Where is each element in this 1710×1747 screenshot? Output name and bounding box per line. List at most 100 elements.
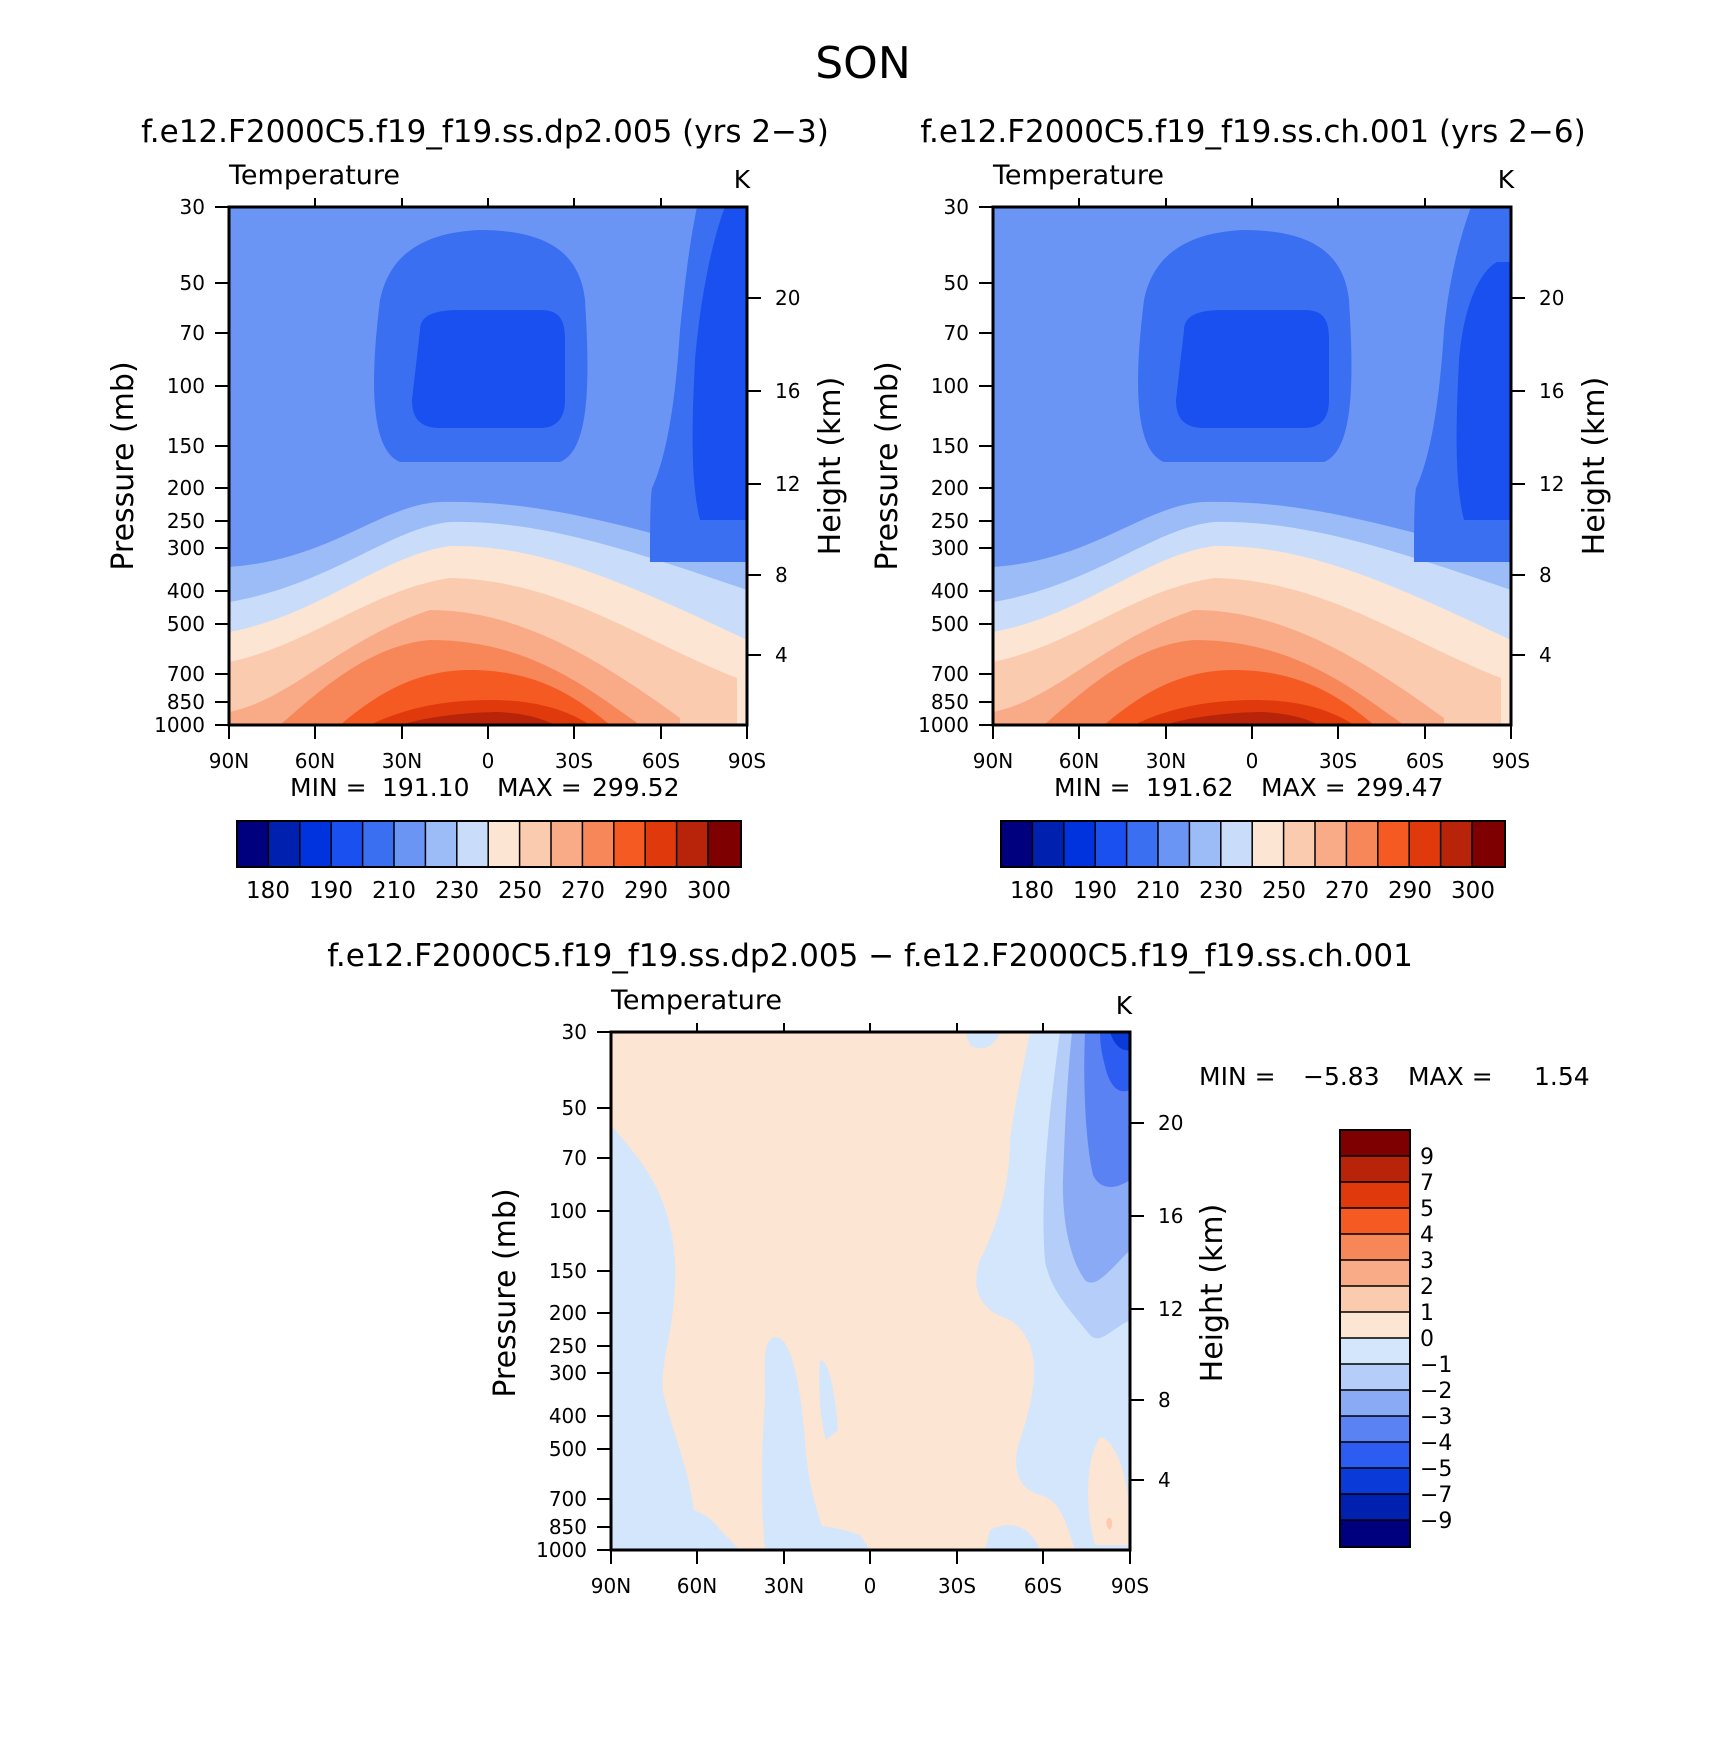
panel-left-htick: 4 (775, 643, 788, 667)
panel-left-ylabel-right: Height (km) (813, 377, 848, 556)
panel-diff-xtick: 60N (677, 1574, 717, 1598)
panel-diff-xtick: 30S (938, 1574, 976, 1598)
panel-left-xtick: 60N (295, 749, 335, 773)
panel-left-title: f.e12.F2000C5.f19_f19.ss.dp2.005 (yrs 2−… (141, 114, 829, 150)
cbar-a-7 (456, 821, 489, 867)
panel-diff-pos-right-pocket (1088, 1437, 1128, 1545)
cbar-b-3 (1095, 821, 1127, 867)
cbar-a-2 (299, 821, 332, 867)
cbar-c-label: −7 (1420, 1483, 1452, 1508)
panel-left-min-value: 191.10 (382, 773, 469, 802)
panel-diff-ytick: 100 (549, 1199, 587, 1223)
cbar-c-label: 2 (1420, 1275, 1434, 1300)
panel-left-upper-coldest (412, 310, 565, 428)
cbar-b-13 (1409, 821, 1441, 867)
panel-left-htick: 8 (775, 563, 788, 587)
panel-right-max-value: 299.47 (1356, 773, 1443, 802)
panel-diff-stats: MIN = −5.83 MAX = 1.54 (1199, 1062, 1590, 1091)
cbar-a-5 (394, 821, 426, 867)
cbar-a-label: 250 (498, 878, 542, 904)
panel-right-xtick: 90S (1492, 749, 1530, 773)
cbar-c-15 (1340, 1520, 1410, 1547)
panel-diff-htick: 12 (1158, 1297, 1183, 1321)
cbar-b-10 (1315, 821, 1347, 867)
panel-right-ytick: 50 (944, 271, 969, 295)
panel-diff-xtick: 90S (1111, 1574, 1149, 1598)
panel-left-axes (215, 198, 761, 739)
cbar-a-label: 230 (435, 878, 479, 904)
panel-left-xtick: 60S (642, 749, 680, 773)
cbar-b-12 (1377, 821, 1410, 867)
panel-diff-title: f.e12.F2000C5.f19_f19.ss.dp2.005 − f.e12… (327, 938, 1413, 974)
panel-left-ytick: 500 (167, 612, 205, 636)
panel-diff-subtitle: Temperature (610, 985, 782, 1016)
panel-diff-neg-top-small (965, 1032, 1000, 1049)
panel-diff-ytick: 300 (549, 1361, 587, 1385)
cbar-c-4 (1340, 1234, 1410, 1260)
panel-left-xtick: 90S (728, 749, 766, 773)
panel-right-ytick: 300 (931, 536, 969, 560)
cbar-b-label: 250 (1262, 878, 1306, 904)
panel-diff-neg-right-bottom (985, 1525, 1040, 1550)
panel-diff-axes (597, 1023, 1144, 1564)
panel-left-ytick: 150 (167, 434, 205, 458)
panel-diff-pos-right-dot (1106, 1517, 1113, 1530)
cbar-a-label: 300 (687, 878, 731, 904)
panel-right-ytick: 30 (944, 195, 969, 219)
cbar-c-label: −9 (1420, 1509, 1452, 1534)
cbar-c-9 (1340, 1364, 1410, 1390)
panel-left-ytick: 300 (167, 536, 205, 560)
panel-right-xtick: 60N (1059, 749, 1099, 773)
cbar-b-label: 180 (1010, 878, 1054, 904)
cbar-b-9 (1283, 821, 1315, 867)
panel-diff-neg-center (761, 1337, 830, 1550)
cbar-c-10 (1340, 1390, 1410, 1416)
cbar-c-label: −5 (1420, 1457, 1452, 1482)
cbar-b-11 (1346, 821, 1378, 867)
panel-left-lower-band-9 (400, 712, 555, 725)
panel-left-max-value: 299.52 (592, 773, 679, 802)
panel-right-ytick: 400 (931, 579, 969, 603)
cbar-a-15 (708, 821, 741, 867)
panel-right-yticks: 30 50 70 100 150 200 250 300 400 500 700… (918, 195, 969, 737)
panel-right-ytick: 250 (931, 509, 969, 533)
panel-diff-ytick: 30 (562, 1020, 587, 1044)
panel-diff-neg-7 (1110, 1032, 1130, 1051)
cbar-c-label: −2 (1420, 1379, 1452, 1404)
cbar-b-15 (1472, 821, 1505, 867)
panel-diff-xtick: 60S (1024, 1574, 1062, 1598)
panel-diff: f.e12.F2000C5.f19_f19.ss.dp2.005 − f.e12… (327, 938, 1589, 1598)
panel-diff-ytick: 50 (562, 1096, 587, 1120)
panel-left-ytick: 200 (167, 476, 205, 500)
cbar-a-label: 290 (624, 878, 668, 904)
panel-left-ytick: 400 (167, 579, 205, 603)
panel-diff-ytick: 150 (549, 1259, 587, 1283)
panel-right-field (993, 207, 1511, 725)
panel-right: f.e12.F2000C5.f19_f19.ss.ch.001 (yrs 2−6… (870, 114, 1612, 904)
panel-right-ytick: 700 (931, 662, 969, 686)
cbar-c-label: 7 (1420, 1171, 1434, 1196)
panel-left-ytick: 30 (180, 195, 205, 219)
panel-right-axes (979, 198, 1525, 739)
panel-left-max-label: MAX = (497, 773, 582, 802)
cbar-a-8 (488, 821, 520, 867)
panel-right-polar-core (1456, 262, 1511, 520)
panel-right-htick: 8 (1539, 563, 1552, 587)
panel-right-htick: 16 (1539, 379, 1564, 403)
panel-diff-yticks: 30 50 70 100 150 200 250 300 400 500 700… (536, 1020, 587, 1562)
panel-right-ytick: 850 (931, 690, 969, 714)
panel-right-xtick: 0 (1246, 749, 1259, 773)
cbar-c-13 (1340, 1468, 1410, 1494)
panel-right-stats: MIN = 191.62 MAX = 299.47 (1054, 773, 1443, 802)
cbar-c-label: −4 (1420, 1431, 1452, 1456)
cbar-b-14 (1440, 821, 1472, 867)
panel-left-units: K (734, 165, 751, 194)
cbar-c-6 (1340, 1286, 1410, 1312)
panel-right-lower-band-9 (1164, 712, 1319, 725)
cbar-b-label: 230 (1199, 878, 1243, 904)
panel-right-xtick: 30N (1146, 749, 1186, 773)
panel-right-max-label: MAX = (1261, 773, 1346, 802)
panel-diff-htick: 8 (1158, 1388, 1171, 1412)
cbar-a-6 (425, 821, 457, 867)
cbar-a-11 (582, 821, 614, 867)
